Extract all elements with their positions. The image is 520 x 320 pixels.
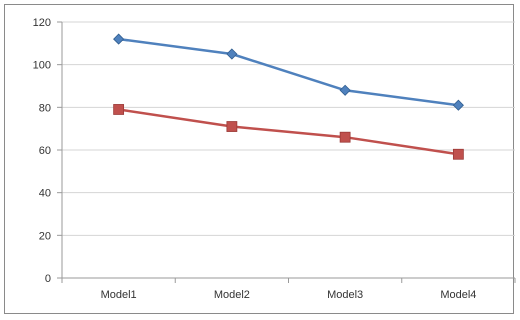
- y-tick-label: 20: [39, 230, 51, 242]
- x-tick-label: Model1: [101, 289, 137, 301]
- data-point-marker: [452, 99, 464, 111]
- data-point-marker: [113, 104, 125, 115]
- data-point-marker: [226, 121, 238, 132]
- series-line: [118, 37, 459, 107]
- y-tick-label: 80: [39, 102, 51, 114]
- data-point-marker: [339, 84, 351, 96]
- x-tick-label: Model3: [327, 289, 363, 301]
- data-point-marker: [226, 48, 238, 60]
- y-tick-label: 120: [33, 17, 51, 29]
- chart-frame: [4, 4, 514, 314]
- y-tick-label: 40: [39, 188, 51, 200]
- x-tick-label: Model2: [214, 289, 250, 301]
- series: [113, 33, 464, 160]
- data-point-marker: [339, 131, 351, 143]
- x-axis-tick-labels: Model1 Model2 Model3 Model4: [101, 289, 477, 301]
- y-tick-label: 100: [33, 60, 51, 72]
- gridlines: [62, 21, 515, 236]
- series-2: [113, 104, 464, 160]
- series-1: [113, 33, 464, 111]
- axes: [57, 21, 516, 283]
- y-tick-label: 0: [45, 273, 51, 285]
- series-line: [118, 108, 459, 156]
- y-tick-label: 60: [39, 145, 51, 157]
- y-axis-tick-labels: 0 20 40 60 80 100 120: [33, 17, 51, 285]
- data-point-marker: [452, 148, 464, 160]
- data-point-marker: [113, 33, 125, 45]
- x-tick-label: Model4: [440, 289, 476, 301]
